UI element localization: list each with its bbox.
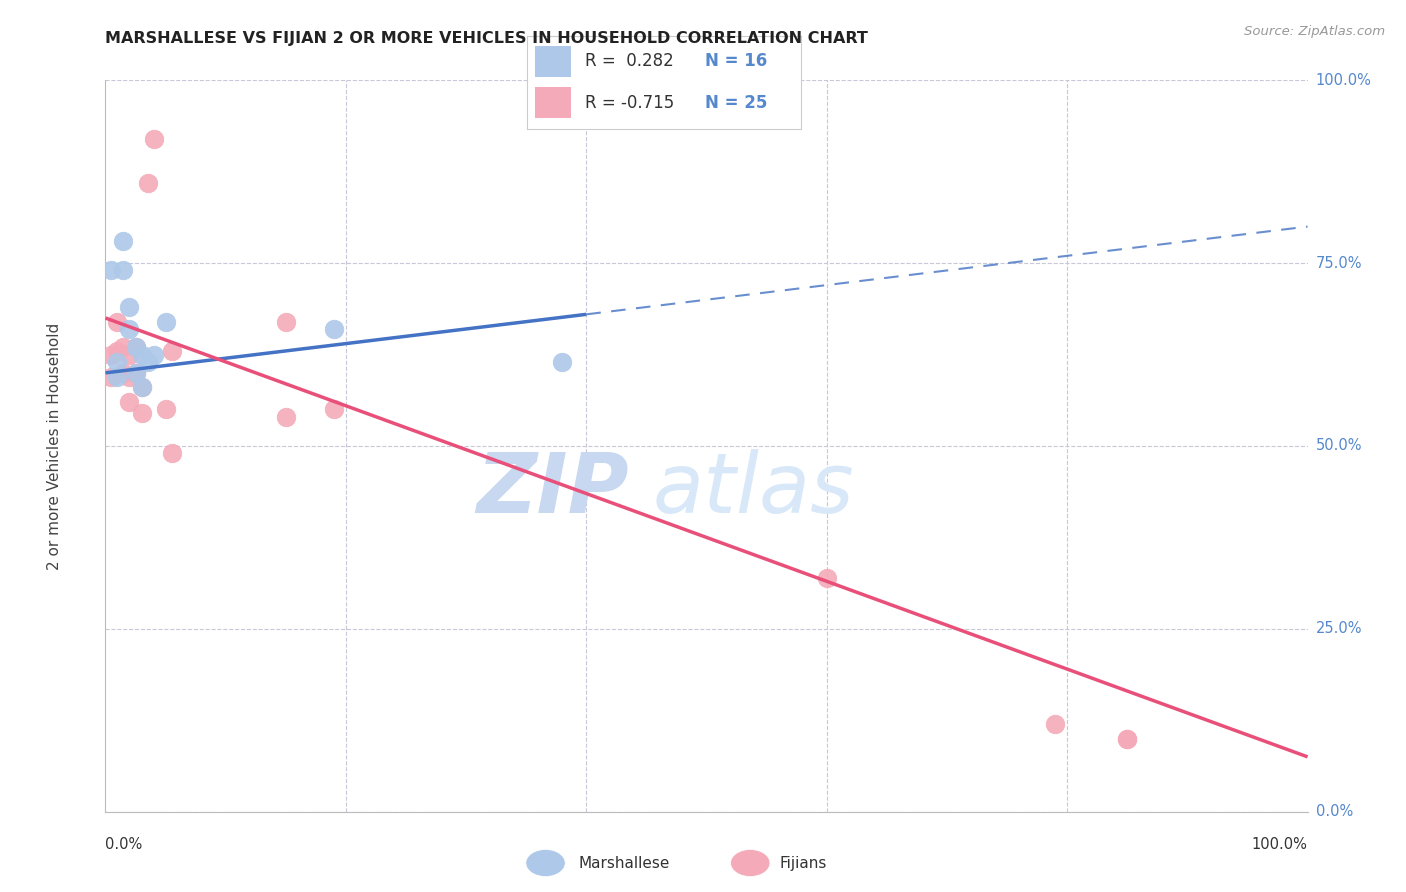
Point	[274, 315, 297, 329]
Text: MARSHALLESE VS FIJIAN 2 OR MORE VEHICLES IN HOUSEHOLD CORRELATION CHART: MARSHALLESE VS FIJIAN 2 OR MORE VEHICLES…	[105, 31, 869, 46]
Point	[274, 409, 297, 424]
Point	[107, 355, 129, 369]
Point	[142, 348, 165, 362]
Point	[100, 263, 122, 277]
Ellipse shape	[526, 849, 565, 877]
Point	[815, 571, 838, 585]
Point	[131, 380, 153, 394]
Text: Source: ZipAtlas.com: Source: ZipAtlas.com	[1244, 25, 1385, 38]
Bar	[536, 46, 571, 77]
Point	[131, 406, 153, 420]
Point	[100, 348, 122, 362]
Point	[118, 348, 141, 362]
Point	[124, 340, 146, 354]
Point	[1043, 717, 1066, 731]
Point	[1116, 731, 1139, 746]
Point	[136, 355, 159, 369]
Text: Marshallese: Marshallese	[579, 855, 671, 871]
Point	[118, 300, 141, 314]
Bar	[536, 87, 571, 118]
Point	[136, 176, 159, 190]
Point	[142, 132, 165, 146]
Point	[322, 402, 344, 417]
Point	[100, 369, 122, 384]
Point	[551, 355, 574, 369]
Point	[155, 402, 177, 417]
Point	[131, 380, 153, 394]
Point	[160, 446, 183, 460]
Text: R =  0.282: R = 0.282	[585, 53, 673, 70]
Point	[107, 369, 129, 384]
Text: atlas: atlas	[652, 450, 853, 531]
Text: 0.0%: 0.0%	[1316, 805, 1353, 819]
Point	[107, 315, 129, 329]
Text: N = 16: N = 16	[706, 53, 768, 70]
Point	[160, 343, 183, 358]
Point	[118, 369, 141, 384]
Point	[118, 395, 141, 409]
Point	[112, 263, 135, 277]
Text: 25.0%: 25.0%	[1316, 622, 1362, 636]
Text: N = 25: N = 25	[706, 94, 768, 112]
Text: ZIP: ZIP	[475, 450, 628, 531]
Point	[112, 340, 135, 354]
Text: Fijians: Fijians	[780, 855, 827, 871]
Text: 50.0%: 50.0%	[1316, 439, 1362, 453]
Point	[124, 366, 146, 380]
Text: 75.0%: 75.0%	[1316, 256, 1362, 270]
Point	[155, 315, 177, 329]
Text: 100.0%: 100.0%	[1316, 73, 1372, 87]
Text: 0.0%: 0.0%	[105, 837, 142, 852]
Point	[322, 322, 344, 336]
Point	[124, 340, 146, 354]
Ellipse shape	[731, 849, 770, 877]
Point	[131, 348, 153, 362]
Text: R = -0.715: R = -0.715	[585, 94, 673, 112]
Point	[112, 366, 135, 380]
Point	[124, 366, 146, 380]
Point	[112, 234, 135, 248]
Text: 100.0%: 100.0%	[1251, 837, 1308, 852]
Point	[118, 322, 141, 336]
Text: 2 or more Vehicles in Household: 2 or more Vehicles in Household	[48, 322, 62, 570]
Point	[107, 343, 129, 358]
Point	[1116, 731, 1139, 746]
